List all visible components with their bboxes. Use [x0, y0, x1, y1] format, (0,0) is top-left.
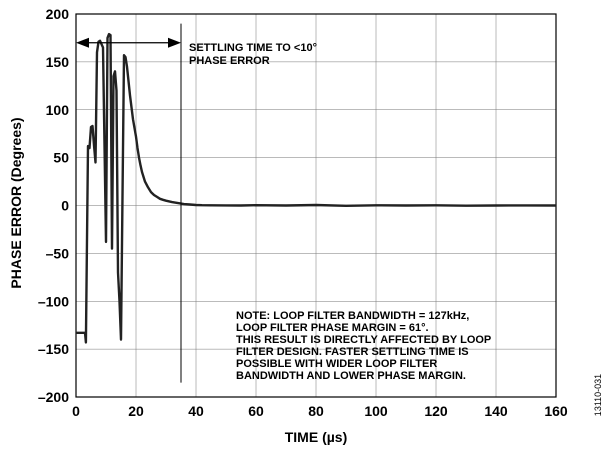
figure-id: 13110-031: [593, 374, 603, 416]
settling-annotation: SETTLING TIME TO <10° PHASE ERROR: [76, 23, 317, 383]
note-annotation: NOTE: LOOP FILTER BANDWIDTH = 127kHz, LO…: [236, 310, 491, 382]
x-tick-label: 0: [72, 403, 80, 419]
y-tick-label: 50: [53, 150, 69, 166]
x-tick-label: 20: [128, 403, 144, 419]
y-tick-label: 100: [46, 102, 70, 118]
x-axis-title: TIME (µs): [285, 429, 348, 445]
x-tick-label: 40: [188, 403, 204, 419]
y-axis-title: PHASE ERROR (Degrees): [8, 117, 24, 288]
note-line-6: BANDWIDTH AND LOWER PHASE MARGIN.: [236, 370, 466, 382]
y-tick-label: 200: [46, 6, 70, 22]
x-tick-label: 100: [364, 403, 388, 419]
x-tick-label: 80: [308, 403, 324, 419]
y-tick-label: –200: [38, 389, 69, 405]
settling-label-line-1: SETTLING TIME TO <10°: [189, 42, 317, 54]
x-tick-label: 160: [544, 403, 568, 419]
x-tick-label: 60: [248, 403, 264, 419]
y-tick-label: –50: [46, 245, 70, 261]
note-line-2: LOOP FILTER PHASE MARGIN = 61°.: [236, 322, 429, 334]
note-line-1: NOTE: LOOP FILTER BANDWIDTH = 127kHz,: [236, 310, 469, 322]
phase-error-series-line: [76, 32, 557, 344]
x-axis-ticks: 0 20 40 60 80 100 120 140 160: [72, 403, 568, 419]
y-tick-label: –150: [38, 341, 69, 357]
x-tick-label: 120: [424, 403, 448, 419]
x-tick-label: 140: [484, 403, 508, 419]
note-line-3: THIS RESULT IS DIRECTLY AFFECTED BY LOOP: [236, 334, 491, 346]
y-tick-label: 150: [46, 54, 70, 70]
note-line-4: FILTER DESIGN. FASTER SETTLING TIME IS: [236, 346, 469, 358]
y-axis-ticks: 200 150 100 50 0 –50 –100 –150 –200: [38, 6, 69, 405]
y-tick-label: –100: [38, 293, 69, 309]
y-tick-label: 0: [61, 198, 69, 214]
arrowhead-left: [76, 37, 89, 48]
note-line-5: POSSIBLE WITH WIDER LOOP FILTER: [236, 358, 437, 370]
settling-label-line-2: PHASE ERROR: [189, 55, 270, 67]
arrowhead-right: [168, 37, 181, 48]
